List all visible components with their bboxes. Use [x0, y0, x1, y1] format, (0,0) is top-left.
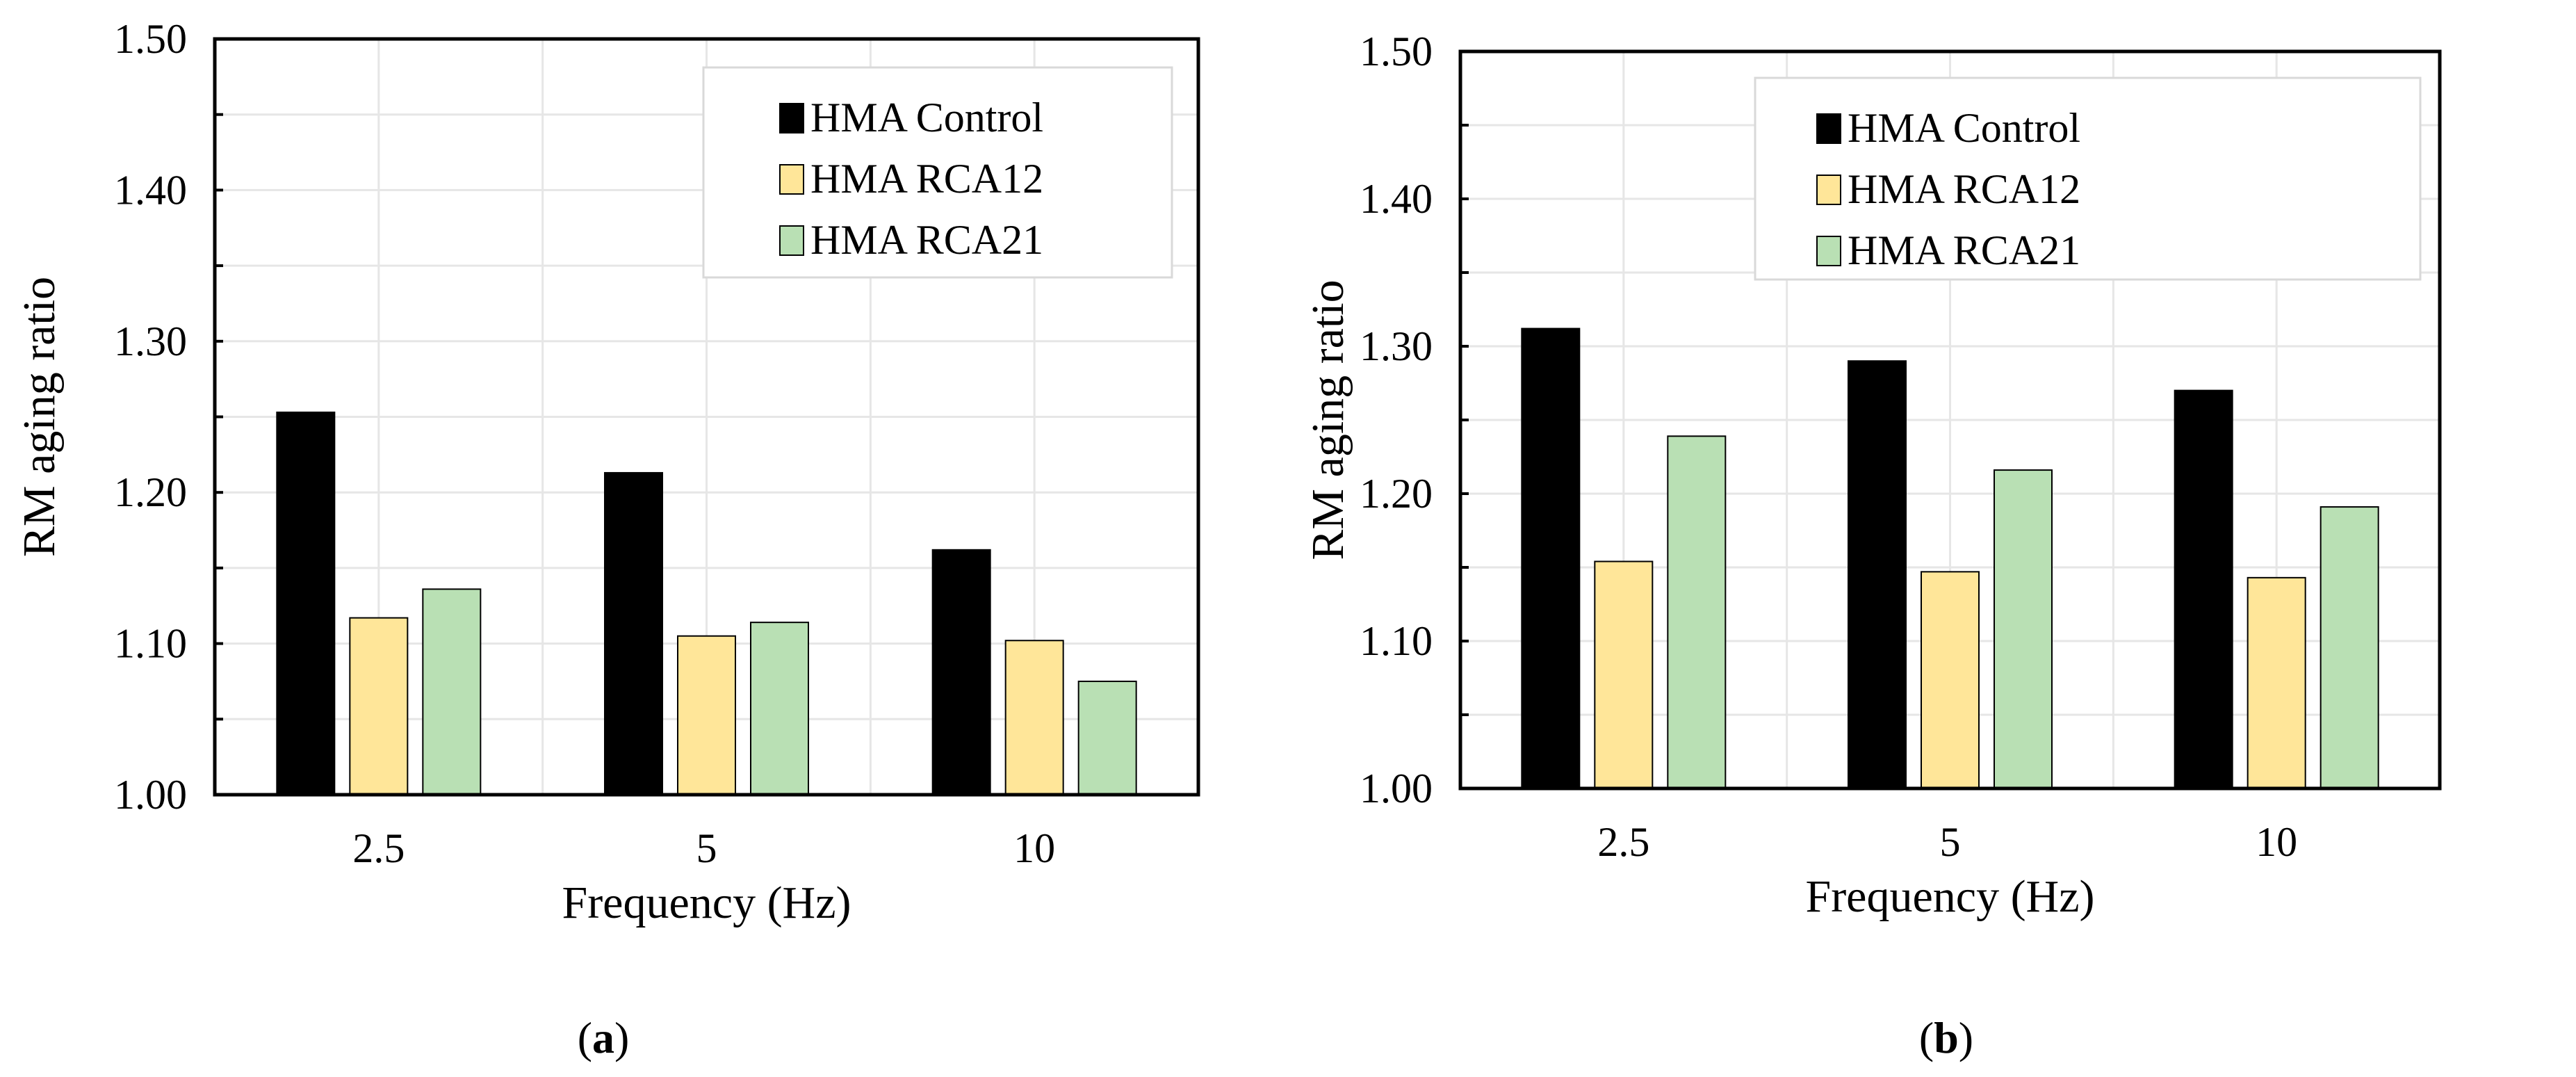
x-tick-label: 10 [2256, 819, 2297, 865]
x-tick-label: 2.5 [1597, 819, 1649, 865]
legend-label: HMA RCA21 [1848, 227, 2080, 273]
panel-label: (a) [578, 1013, 630, 1062]
bar-hma-rca12-2.5 [1594, 560, 1654, 790]
bar-hma-control-5 [1848, 360, 1907, 789]
y-axis-title: RM aging ratio [1303, 280, 1353, 560]
y-tick-label: 1.40 [1360, 176, 1433, 222]
bar-hma-rca12-5 [677, 635, 736, 795]
x-tick-label: 10 [1013, 825, 1055, 871]
y-tick-label: 1.30 [1360, 323, 1433, 369]
y-axis-title: RM aging ratio [14, 277, 65, 557]
legend-label: HMA RCA21 [810, 217, 1043, 263]
y-tick-label: 1.20 [114, 469, 187, 515]
y-tick-label: 1.20 [1360, 471, 1433, 517]
y-tick-label: 1.10 [1360, 618, 1433, 664]
x-axis-title: Frequency (Hz) [1806, 871, 2095, 922]
y-tick-label: 1.40 [114, 167, 187, 213]
legend-swatch [779, 164, 804, 195]
legend-swatch [779, 103, 804, 133]
bar-hma-control-5 [604, 471, 663, 795]
panel-letter: b [1934, 1013, 1959, 1062]
legend-box [1754, 76, 2422, 281]
legend: HMA Control HMA RCA12 HMA RCA21 [702, 66, 1173, 279]
y-tick-label: 1.00 [1360, 766, 1433, 811]
legend-swatch [1816, 113, 1841, 144]
bar-hma-rca12-10 [2247, 576, 2306, 790]
legend-swatch [779, 225, 804, 256]
y-tick-label: 1.10 [114, 621, 187, 667]
y-tick-label: 1.50 [114, 16, 187, 62]
bar-hma-rca21-10 [1077, 680, 1137, 796]
legend-label: HMA RCA12 [810, 156, 1043, 202]
panel-letter: a [592, 1013, 614, 1062]
bar-hma-rca12-2.5 [349, 617, 409, 796]
x-tick-label: 2.5 [352, 825, 405, 871]
legend: HMA Control HMA RCA12 HMA RCA21 [1754, 76, 2422, 281]
bar-hma-rca12-10 [1004, 640, 1064, 796]
bar-hma-rca21-2.5 [1667, 435, 1727, 789]
legend-swatch [1816, 175, 1841, 205]
x-tick-label: 5 [696, 825, 717, 871]
panel-label: (b) [1919, 1013, 1973, 1062]
x-axis-title: Frequency (Hz) [562, 877, 851, 928]
bar-hma-control-10 [931, 549, 991, 795]
legend-label: HMA Control [1848, 105, 2080, 151]
bar-hma-control-10 [2174, 389, 2233, 789]
bar-hma-control-2.5 [276, 411, 336, 795]
x-tick-label: 5 [1940, 819, 1961, 865]
y-tick-label: 1.30 [114, 318, 187, 364]
legend-label: HMA RCA12 [1848, 166, 2080, 212]
bar-hma-rca21-5 [1994, 469, 2053, 790]
y-tick-label: 1.50 [1360, 29, 1433, 74]
chart-panel-a: 1.00 1.10 1.20 1.30 1.40 1.50 2.5 5 10 Frequency … [14, 16, 1200, 1062]
bar-hma-control-2.5 [1521, 327, 1581, 789]
bar-hma-rca12-5 [1921, 571, 1980, 789]
chart-panel-b: 1.00 1.10 1.20 1.30 1.40 1.50 2.5 5 10 Frequency … [1303, 29, 2442, 1062]
bar-hma-rca21-5 [750, 622, 809, 795]
bar-hma-rca21-2.5 [422, 588, 482, 795]
legend-swatch [1816, 236, 1841, 266]
bar-hma-rca21-10 [2320, 506, 2379, 790]
y-tick-label: 1.00 [114, 772, 187, 818]
legend-label: HMA Control [810, 95, 1043, 140]
